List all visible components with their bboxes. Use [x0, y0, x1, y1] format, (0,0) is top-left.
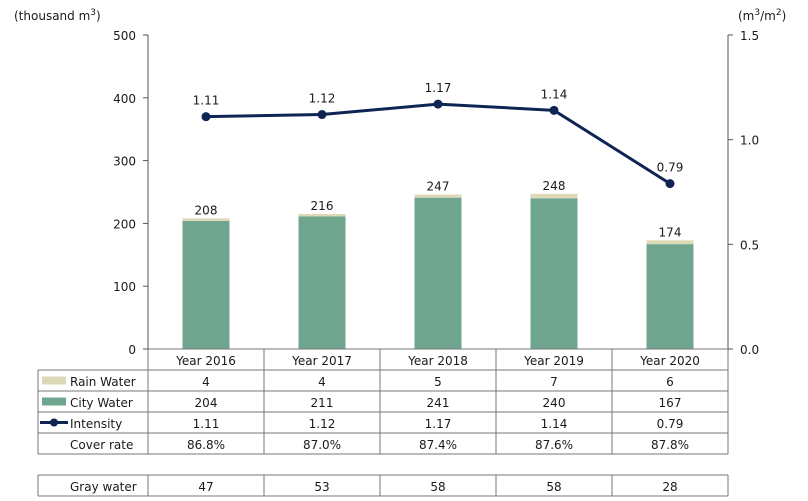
bar-rain-water	[182, 218, 230, 221]
intensity-point	[201, 112, 211, 122]
table-cell: 86.8%	[187, 438, 225, 452]
intensity-point-label: 1.17	[425, 81, 452, 95]
intensity-point	[665, 179, 675, 189]
table-cell: 6	[666, 375, 674, 389]
bar-total-label: 247	[427, 180, 450, 194]
table-cell: 87.8%	[651, 438, 689, 452]
table-cell: 5	[434, 375, 442, 389]
left-axis-tick-label: 200	[113, 217, 136, 231]
gray-water-cell: 28	[662, 480, 677, 494]
intensity-point	[549, 105, 559, 115]
table-row-label: Cover rate	[70, 438, 133, 452]
left-axis-tick-label: 100	[113, 280, 136, 294]
table-row-label: Rain Water	[70, 375, 136, 389]
bar-total-label: 208	[195, 203, 218, 217]
bar-city-water	[530, 198, 578, 349]
category-label: Year 2020	[639, 354, 700, 368]
right-axis-tick-label: 0.5	[740, 238, 759, 252]
bar-total-label: 216	[311, 199, 334, 213]
bar-total-label: 248	[543, 179, 566, 193]
category-label: Year 2016	[175, 354, 236, 368]
table-cell: 0.79	[657, 417, 684, 431]
table-cell: 4	[318, 375, 326, 389]
right-axis-tick-label: 1.5	[740, 29, 759, 43]
gray-water-cell: 58	[546, 480, 561, 494]
table-cell: 240	[543, 396, 566, 410]
legend-swatch-intensity-marker	[50, 418, 58, 427]
category-label: Year 2018	[407, 354, 468, 368]
gray-water-cell: 58	[430, 480, 445, 494]
table-cell: 87.0%	[303, 438, 341, 452]
bar-city-water	[298, 216, 346, 349]
left-axis-title: (thousand m3)	[14, 8, 101, 23]
right-axis-tick-label: 0.0	[740, 343, 759, 357]
table-cell: 1.14	[541, 417, 568, 431]
legend-swatch-city-water	[42, 397, 66, 406]
intensity-line	[205, 102, 671, 185]
bar-rain-water	[646, 240, 694, 245]
bar-rain-water	[414, 194, 462, 198]
table-cell: 1.12	[309, 417, 336, 431]
gray-water-cell: 47	[198, 480, 213, 494]
table-row-label: Intensity	[70, 417, 122, 431]
bar-rain-water	[530, 193, 578, 199]
bar-rain-water	[298, 213, 346, 217]
left-axis-tick-label: 300	[113, 155, 136, 169]
bar-city-water	[414, 197, 462, 349]
bar-city-water	[646, 244, 694, 349]
table-row-label: City Water	[70, 396, 133, 410]
left-axis-tick-label: 500	[113, 29, 136, 43]
gray-water-cell: 53	[314, 480, 329, 494]
table-cell: 167	[659, 396, 682, 410]
table-cell: 4	[202, 375, 210, 389]
table-cell: 87.6%	[535, 438, 573, 452]
intensity-point	[317, 110, 327, 120]
table-cell: 1.11	[193, 417, 220, 431]
intensity-point-label: 1.14	[541, 87, 568, 101]
table-cell: 241	[427, 396, 450, 410]
intensity-point-label: 0.79	[657, 161, 684, 175]
intensity-point	[433, 99, 443, 109]
right-axis-tick-label: 1.0	[740, 134, 759, 148]
category-label: Year 2019	[523, 354, 584, 368]
legend-swatch-rain-water	[42, 376, 66, 385]
intensity-point-label: 1.12	[309, 92, 336, 106]
table-cell: 204	[195, 396, 218, 410]
table-cell: 211	[311, 396, 334, 410]
right-axis-title: (m3/m2)	[738, 8, 786, 23]
table-cell: 1.17	[425, 417, 452, 431]
left-axis-tick-label: 0	[128, 343, 136, 357]
bar-total-label: 174	[659, 225, 682, 239]
table-cell: 87.4%	[419, 438, 457, 452]
intensity-point-label: 1.11	[193, 94, 220, 108]
category-label: Year 2017	[291, 354, 352, 368]
bar-city-water	[182, 220, 230, 349]
gray-water-label: Gray water	[70, 480, 137, 494]
table-cell: 7	[550, 375, 558, 389]
left-axis-tick-label: 400	[113, 92, 136, 106]
